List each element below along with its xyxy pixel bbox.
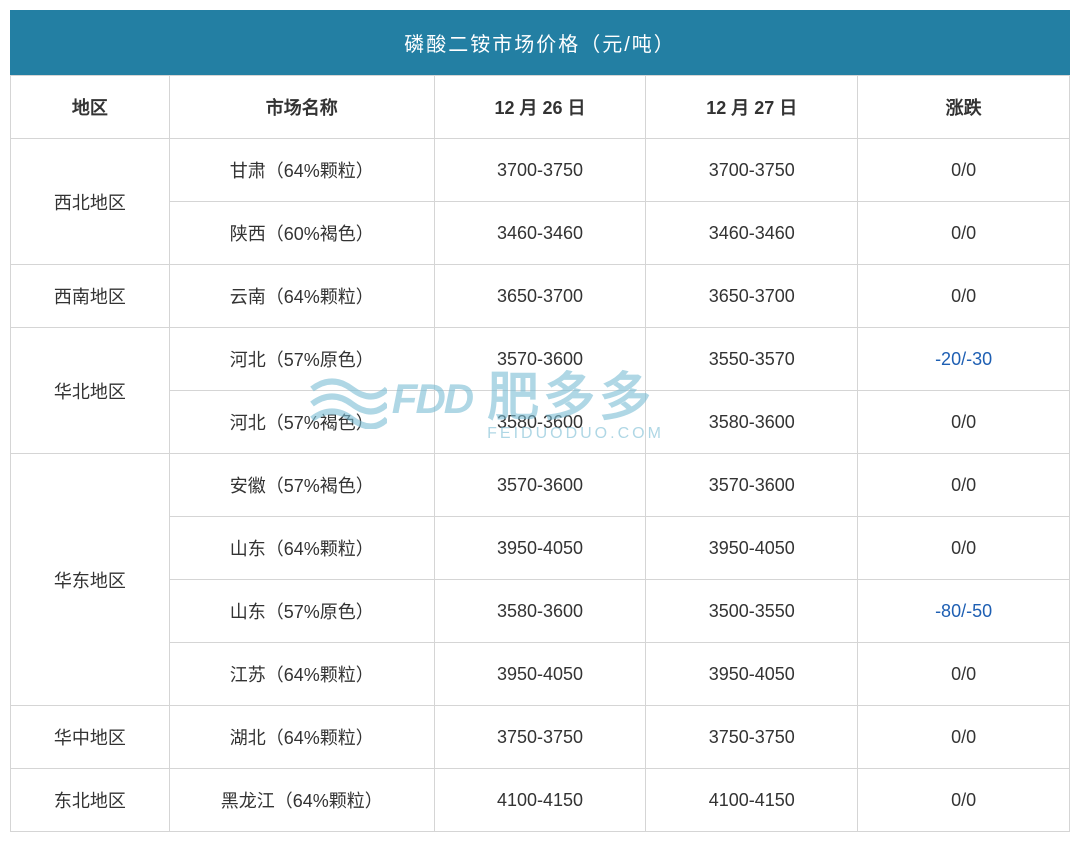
change-cell: -80/-50: [858, 580, 1070, 643]
price-27-cell: 3460-3460: [646, 202, 858, 265]
table-row: 江苏（64%颗粒）3950-40503950-40500/0: [11, 643, 1070, 706]
region-cell: 华中地区: [11, 706, 170, 769]
price-26-cell: 3570-3600: [434, 454, 646, 517]
table-row: 西北地区甘肃（64%颗粒）3700-37503700-37500/0: [11, 139, 1070, 202]
price-26-cell: 3750-3750: [434, 706, 646, 769]
table-row: 西南地区云南（64%颗粒）3650-37003650-37000/0: [11, 265, 1070, 328]
table-row: 山东（64%颗粒）3950-40503950-40500/0: [11, 517, 1070, 580]
price-26-cell: 3570-3600: [434, 328, 646, 391]
price-27-cell: 3950-4050: [646, 643, 858, 706]
price-27-cell: 3750-3750: [646, 706, 858, 769]
change-cell: 0/0: [858, 139, 1070, 202]
table-body: 西北地区甘肃（64%颗粒）3700-37503700-37500/0陕西（60%…: [11, 139, 1070, 832]
price-26-cell: 3950-4050: [434, 517, 646, 580]
region-cell: 西南地区: [11, 265, 170, 328]
price-26-cell: 3580-3600: [434, 391, 646, 454]
table-row: 华中地区湖北（64%颗粒）3750-37503750-37500/0: [11, 706, 1070, 769]
header-date2: 12 月 27 日: [646, 76, 858, 139]
header-market: 市场名称: [169, 76, 434, 139]
price-27-cell: 3550-3570: [646, 328, 858, 391]
table-row: 华北地区河北（57%原色）3570-36003550-3570-20/-30: [11, 328, 1070, 391]
change-cell: 0/0: [858, 517, 1070, 580]
price-27-cell: 3570-3600: [646, 454, 858, 517]
market-cell: 甘肃（64%颗粒）: [169, 139, 434, 202]
price-27-cell: 3950-4050: [646, 517, 858, 580]
market-cell: 黑龙江（64%颗粒）: [169, 769, 434, 832]
region-cell: 华东地区: [11, 454, 170, 706]
table-row: 东北地区黑龙江（64%颗粒）4100-41504100-41500/0: [11, 769, 1070, 832]
header-change: 涨跌: [858, 76, 1070, 139]
table-row: 陕西（60%褐色）3460-34603460-34600/0: [11, 202, 1070, 265]
price-table: 地区 市场名称 12 月 26 日 12 月 27 日 涨跌 西北地区甘肃（64…: [10, 75, 1070, 832]
table-title: 磷酸二铵市场价格（元/吨）: [10, 10, 1070, 75]
market-cell: 江苏（64%颗粒）: [169, 643, 434, 706]
change-cell: -20/-30: [858, 328, 1070, 391]
market-cell: 云南（64%颗粒）: [169, 265, 434, 328]
market-cell: 河北（57%褐色）: [169, 391, 434, 454]
table-row: 华东地区安徽（57%褐色）3570-36003570-36000/0: [11, 454, 1070, 517]
price-26-cell: 3650-3700: [434, 265, 646, 328]
market-cell: 陕西（60%褐色）: [169, 202, 434, 265]
price-27-cell: 3500-3550: [646, 580, 858, 643]
market-cell: 河北（57%原色）: [169, 328, 434, 391]
region-cell: 西北地区: [11, 139, 170, 265]
change-cell: 0/0: [858, 391, 1070, 454]
price-26-cell: 4100-4150: [434, 769, 646, 832]
region-cell: 东北地区: [11, 769, 170, 832]
price-26-cell: 3460-3460: [434, 202, 646, 265]
price-26-cell: 3580-3600: [434, 580, 646, 643]
price-26-cell: 3950-4050: [434, 643, 646, 706]
change-cell: 0/0: [858, 769, 1070, 832]
price-27-cell: 3650-3700: [646, 265, 858, 328]
change-cell: 0/0: [858, 706, 1070, 769]
table-header-row: 地区 市场名称 12 月 26 日 12 月 27 日 涨跌: [11, 76, 1070, 139]
change-cell: 0/0: [858, 202, 1070, 265]
market-cell: 安徽（57%褐色）: [169, 454, 434, 517]
header-date1: 12 月 26 日: [434, 76, 646, 139]
change-cell: 0/0: [858, 265, 1070, 328]
price-27-cell: 3580-3600: [646, 391, 858, 454]
table-row: 河北（57%褐色）3580-36003580-36000/0: [11, 391, 1070, 454]
region-cell: 华北地区: [11, 328, 170, 454]
market-cell: 湖北（64%颗粒）: [169, 706, 434, 769]
change-cell: 0/0: [858, 643, 1070, 706]
price-26-cell: 3700-3750: [434, 139, 646, 202]
table-row: 山东（57%原色）3580-36003500-3550-80/-50: [11, 580, 1070, 643]
change-cell: 0/0: [858, 454, 1070, 517]
price-27-cell: 3700-3750: [646, 139, 858, 202]
price-27-cell: 4100-4150: [646, 769, 858, 832]
price-table-container: 磷酸二铵市场价格（元/吨） FDD 肥多多 FEIDUODUO.COM 地区 市…: [10, 10, 1070, 832]
market-cell: 山东（64%颗粒）: [169, 517, 434, 580]
market-cell: 山东（57%原色）: [169, 580, 434, 643]
header-region: 地区: [11, 76, 170, 139]
